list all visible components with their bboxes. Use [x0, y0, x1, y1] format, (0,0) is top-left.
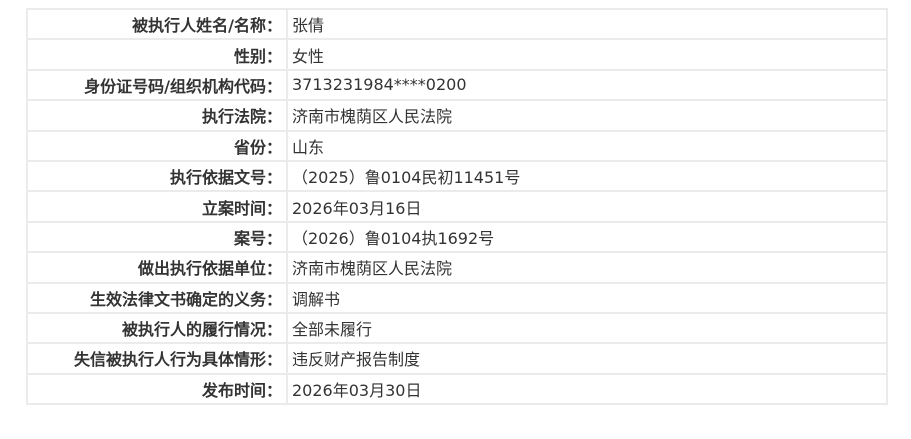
field-value: 女性: [286, 38, 888, 71]
table-row: 被执行人的履行情况： 全部未履行: [26, 311, 888, 345]
field-label: 失信被执行人行为具体情形：: [26, 342, 288, 375]
field-label: 发布时间：: [26, 372, 288, 406]
field-label: 立案时间：: [26, 190, 288, 223]
field-value: 全部未履行: [286, 311, 888, 345]
field-label: 性别：: [26, 38, 288, 71]
table-row: 被执行人姓名/名称： 张倩: [26, 7, 888, 41]
field-value: 济南市槐荫区人民法院: [286, 251, 888, 284]
field-label: 身份证号码/组织机构代码：: [26, 68, 288, 102]
table-row: 案号： （2026）鲁0104执1692号: [26, 220, 888, 254]
table-row: 执行法院： 济南市槐荫区人民法院: [26, 99, 888, 132]
field-value: （2026）鲁0104执1692号: [286, 220, 888, 254]
field-label: 被执行人的履行情况：: [26, 311, 288, 345]
debtor-info-table: 被执行人姓名/名称： 张倩 性别： 女性 身份证号码/组织机构代码： 3713231984…: [26, 7, 888, 406]
table-row: 失信被执行人行为具体情形： 违反财产报告制度: [26, 342, 888, 375]
field-value: 济南市槐荫区人民法院: [286, 99, 888, 132]
table-row: 做出执行依据单位： 济南市槐荫区人民法院: [26, 251, 888, 284]
field-value: 3713231984****0200: [286, 68, 888, 102]
field-label: 生效法律文书确定的义务：: [26, 281, 288, 314]
table-body: 被执行人姓名/名称： 张倩 性别： 女性 身份证号码/组织机构代码： 3713231984…: [26, 7, 888, 406]
field-value: 调解书: [286, 281, 888, 314]
field-label: 省份：: [26, 129, 288, 162]
table-row: 性别： 女性: [26, 38, 888, 71]
field-value: 违反财产报告制度: [286, 342, 888, 375]
field-value: 2026年03月30日: [286, 372, 888, 406]
field-label: 案号：: [26, 220, 288, 254]
field-value: 山东: [286, 129, 888, 162]
field-label: 执行法院：: [26, 99, 288, 132]
field-value: 2026年03月16日: [286, 190, 888, 223]
table-row: 立案时间： 2026年03月16日: [26, 190, 888, 223]
field-label: 执行依据文号：: [26, 159, 288, 193]
table-row: 省份： 山东: [26, 129, 888, 162]
table-row: 执行依据文号： （2025）鲁0104民初11451号: [26, 159, 888, 193]
field-label: 做出执行依据单位：: [26, 251, 288, 284]
field-value: 张倩: [286, 7, 888, 41]
table-row: 身份证号码/组织机构代码： 3713231984****0200: [26, 68, 888, 102]
field-label: 被执行人姓名/名称：: [26, 7, 288, 41]
table-row: 生效法律文书确定的义务： 调解书: [26, 281, 888, 314]
table-row: 发布时间： 2026年03月30日: [26, 372, 888, 406]
field-value: （2025）鲁0104民初11451号: [286, 159, 888, 193]
